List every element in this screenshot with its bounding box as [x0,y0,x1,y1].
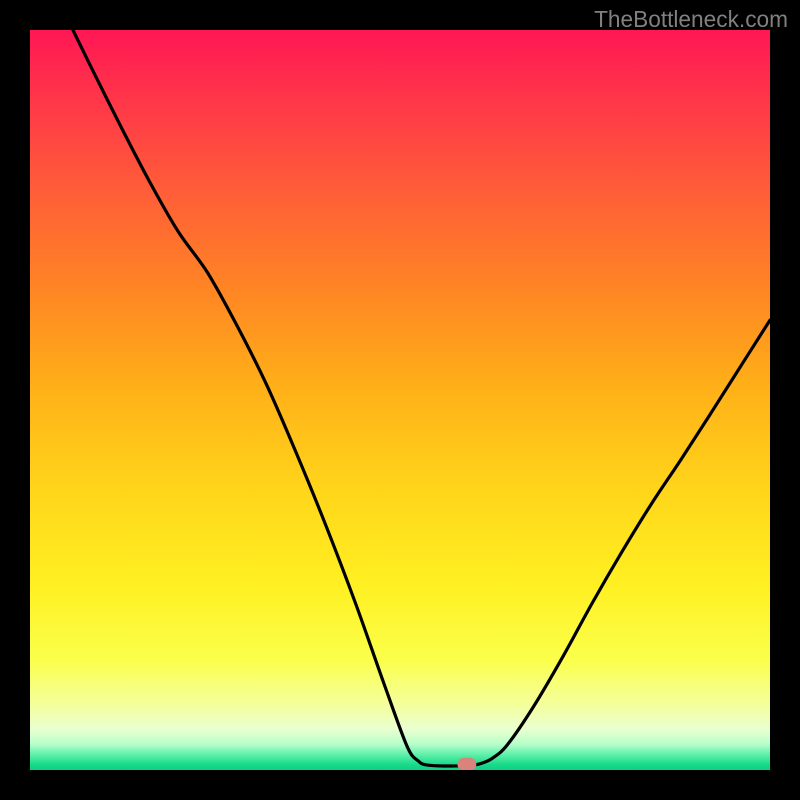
plot-area [30,30,770,770]
plot-svg [30,30,770,770]
plot-background [30,30,770,770]
watermark-text: TheBottleneck.com [594,6,788,33]
optimum-marker [457,758,476,770]
bottleneck-curve [73,30,770,766]
chart-container: TheBottleneck.com [0,0,800,800]
